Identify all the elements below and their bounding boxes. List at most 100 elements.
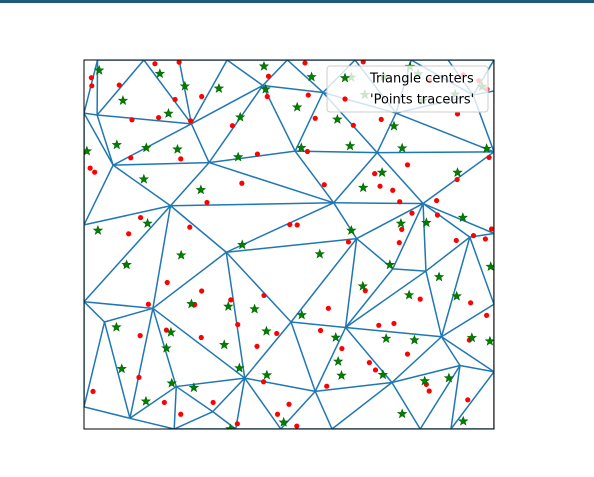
triangle-center-point (237, 239, 248, 250)
triangle-center-point (261, 325, 272, 336)
triangle-center-point (346, 225, 357, 235)
mesh-edge (152, 251, 227, 309)
triangle-center-point (179, 80, 191, 91)
tracer-point (391, 320, 397, 327)
triangle-center-point (121, 259, 132, 270)
triangle-center-point (235, 111, 246, 122)
mesh-edge (280, 390, 316, 429)
mesh-edge (190, 60, 228, 125)
tracer-point (350, 122, 356, 128)
mesh-edge (208, 150, 296, 164)
tracer-point (409, 210, 415, 216)
triangle-center-point (260, 83, 271, 94)
mesh-edge (344, 268, 394, 328)
mesh-edge (314, 327, 347, 392)
tracer-point (198, 334, 204, 341)
mesh-edge (376, 112, 397, 153)
mesh-edge (84, 205, 172, 303)
mesh-edge (84, 301, 106, 323)
triangle-center-point (485, 261, 494, 272)
tracer-point (152, 61, 158, 67)
mesh-edge (294, 92, 324, 152)
mesh-edge (84, 406, 131, 420)
tracer-point (366, 359, 372, 366)
triangle-center-point (140, 395, 152, 406)
triangle-center-point (458, 415, 469, 426)
tracer-point (468, 300, 474, 306)
tracer-point (254, 151, 261, 157)
tracer-point (488, 226, 494, 232)
triangle-center-point (154, 68, 166, 79)
tracer-point (92, 169, 98, 175)
triangle-center-point (111, 321, 122, 332)
mesh-edge (104, 307, 154, 323)
tracer-point (128, 155, 134, 161)
triangle-center-point (234, 362, 245, 373)
mesh-edge (314, 391, 333, 429)
mesh-edge (391, 336, 443, 384)
triangle-center-point (484, 335, 494, 346)
triangle-center-point (161, 342, 172, 353)
mesh-edge (395, 112, 494, 153)
tracer-point (286, 401, 292, 407)
legend-circle-marker (342, 96, 348, 102)
mesh-edge (345, 326, 442, 338)
mesh-edge (191, 84, 264, 125)
plot-frame (83, 59, 495, 430)
tracer-point (178, 156, 184, 162)
mesh-edge (96, 60, 145, 116)
mesh-edge (422, 202, 494, 235)
mesh-edge (294, 150, 335, 204)
mesh-edge (178, 60, 193, 124)
mesh-edge (450, 365, 461, 429)
tracer-point (404, 162, 411, 168)
mesh-edge (244, 321, 292, 379)
mesh-edge (422, 202, 471, 238)
mesh-edge (173, 386, 177, 429)
tracer-point (470, 233, 477, 239)
triangle-center-point (451, 290, 462, 301)
tracer-point (377, 183, 383, 189)
tracer-point (372, 367, 379, 373)
mesh-edge (84, 112, 114, 166)
mesh-edge (129, 417, 175, 429)
tracer-point (417, 296, 423, 302)
triangle-center-point (357, 280, 368, 291)
window-top-bar (0, 0, 594, 3)
triangle-center-point (377, 369, 389, 380)
tracer-point (294, 222, 300, 228)
mesh-edge (225, 251, 292, 323)
tracer-point (317, 327, 324, 334)
tracer-point (260, 379, 267, 385)
mesh-edge (112, 123, 192, 166)
mesh-edge (356, 202, 424, 240)
triangle-center-point (336, 370, 347, 380)
triangle-center-point (332, 113, 343, 124)
triangle-center-point (409, 334, 420, 345)
tracer-point (261, 292, 267, 299)
triangle-center-point (292, 101, 303, 112)
tracer-point (294, 423, 300, 429)
mesh-edge (262, 84, 324, 94)
tracer-point (129, 117, 135, 123)
mesh-edge (212, 377, 246, 413)
mesh-edge (450, 371, 494, 429)
tracer-point (204, 199, 210, 206)
mesh-edge (84, 205, 171, 226)
tracer-point (454, 176, 460, 183)
triangle-center-point (92, 225, 104, 235)
triangle-center-point (403, 289, 415, 300)
mesh-edge (419, 365, 461, 429)
tracer-point (274, 411, 281, 417)
mesh-edge (84, 164, 114, 226)
triangle-center-point (396, 142, 408, 153)
mesh-edge (129, 385, 177, 419)
mesh-edge (459, 364, 494, 373)
triangle-center-point (175, 249, 187, 260)
triangle-center-point (395, 218, 407, 228)
tracer-point (199, 288, 205, 294)
tracer-point (89, 83, 95, 89)
mesh-edge (262, 60, 288, 86)
tracer-point (235, 321, 241, 328)
